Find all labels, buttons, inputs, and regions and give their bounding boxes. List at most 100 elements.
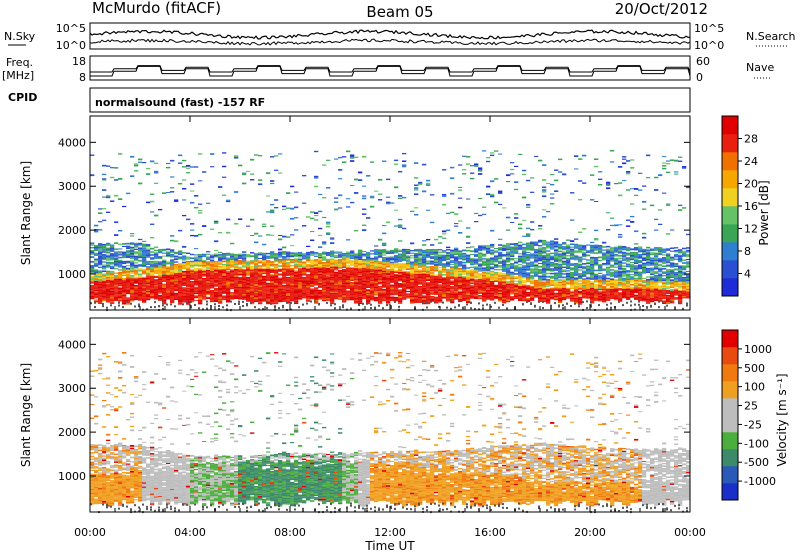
range-gate-cell (506, 274, 511, 277)
noise-speckle (146, 308, 148, 311)
range-gate-cell (294, 283, 299, 285)
range-gate-cell (294, 298, 299, 301)
range-gate-cell (150, 275, 155, 277)
range-gate-cell (406, 268, 411, 270)
range-gate-cell (150, 260, 155, 263)
range-gate-cell (522, 293, 527, 295)
range-gate-cell (170, 268, 175, 271)
range-gate-cell (446, 277, 451, 279)
range-gate-cell (110, 244, 115, 246)
range-gate-cell (554, 280, 559, 283)
range-gate-cell (102, 251, 107, 253)
range-gate-cell (546, 291, 551, 293)
range-gate-cell (170, 271, 175, 274)
range-gate-cell (510, 292, 515, 295)
range-gate-cell (98, 277, 103, 279)
range-gate-cell (430, 292, 435, 294)
range-gate-cell (90, 250, 95, 252)
range-gate-cell (186, 260, 191, 262)
range-gate-cell (382, 286, 387, 288)
range-gate-cell (134, 271, 139, 273)
range-gate-cell (90, 267, 95, 270)
range-gate-cell (218, 279, 223, 281)
range-gate-cell (506, 252, 511, 254)
range-gate-cell (518, 286, 523, 288)
range-gate-cell (282, 253, 287, 255)
range-gate-cell (378, 278, 383, 281)
range-gate-cell (94, 275, 99, 278)
range-gate-cell (278, 254, 283, 257)
range-gate-cell (558, 288, 563, 290)
range-gate-cell (198, 270, 203, 272)
range-gate-cell (474, 284, 479, 286)
range-gate-cell (382, 293, 387, 296)
range-gate-cell (522, 284, 527, 286)
range-gate-cell (258, 287, 263, 289)
range-gate-cell (242, 285, 247, 287)
range-gate-cell (478, 170, 483, 172)
range-gate-cell (394, 288, 399, 290)
range-gate-cell (310, 294, 315, 296)
range-gate-cell (482, 246, 487, 249)
range-gate-cell (238, 266, 243, 268)
range-gate-cell (278, 291, 283, 293)
range-gate-cell (550, 243, 555, 245)
range-gate-cell (358, 285, 363, 287)
range-gate-cell (414, 280, 419, 282)
range-gate-cell (562, 283, 567, 286)
range-gate-cell (578, 290, 583, 293)
range-gate-cell (342, 292, 347, 294)
range-gate-cell (446, 292, 451, 294)
range-gate-cell (374, 256, 379, 259)
range-gate-cell (238, 283, 243, 285)
range-gate-cell (190, 283, 195, 285)
range-gate-cell (506, 290, 511, 292)
range-gate-cell (430, 267, 435, 269)
range-gate-cell (314, 295, 319, 297)
range-gate-cell (558, 263, 563, 265)
range-gate-cell (510, 291, 515, 293)
range-gate-cell (142, 249, 147, 252)
range-gate-cell (394, 255, 399, 257)
range-gate-cell (546, 265, 551, 267)
range-gate-cell (206, 264, 211, 266)
range-gate-cell (530, 299, 535, 301)
range-gate-cell (258, 282, 263, 285)
range-gate-cell (202, 275, 207, 277)
range-gate-cell (410, 284, 415, 286)
range-gate-cell (286, 265, 291, 268)
range-gate-cell (550, 256, 555, 258)
range-gate-cell (218, 274, 223, 277)
range-gate-cell (458, 250, 463, 252)
range-gate-cell (270, 275, 275, 277)
range-gate-cell (562, 288, 567, 290)
range-gate-cell (102, 196, 107, 198)
range-gate-cell (550, 282, 555, 284)
range-gate-cell (310, 279, 315, 281)
range-gate-cell (218, 281, 223, 283)
range-gate-cell (170, 262, 175, 265)
range-gate-cell (414, 262, 419, 264)
range-gate-cell (190, 234, 195, 237)
range-gate-cell (302, 294, 307, 297)
range-gate-cell (234, 155, 239, 157)
range-gate-cell (262, 291, 267, 293)
range-gate-cell (426, 249, 431, 251)
range-gate-cell (234, 263, 239, 266)
range-gate-cell (534, 256, 539, 258)
range-gate-cell (158, 276, 163, 279)
range-gate-cell (426, 251, 431, 254)
range-gate-cell (582, 263, 587, 265)
range-gate-cell (238, 294, 243, 296)
range-gate-cell (158, 248, 163, 251)
range-gate-cell (330, 236, 335, 239)
range-gate-cell (490, 286, 495, 288)
range-gate-cell (262, 286, 267, 289)
range-gate-cell (478, 167, 483, 170)
noise-speckle (574, 302, 576, 305)
range-gate-cell (250, 218, 255, 221)
range-gate-cell (198, 281, 203, 283)
range-gate-cell (206, 261, 211, 263)
range-gate-cell (90, 293, 95, 295)
range-gate-cell (462, 273, 467, 275)
